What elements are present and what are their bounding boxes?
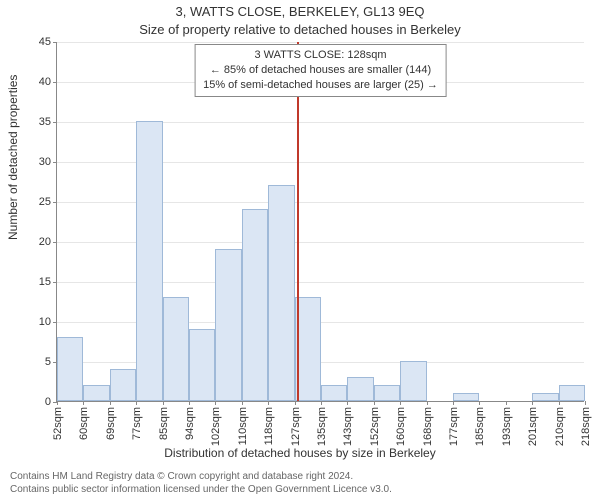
xtick-label: 127sqm bbox=[288, 407, 302, 446]
histogram-bar bbox=[110, 369, 136, 401]
xtick-label: 160sqm bbox=[393, 407, 407, 446]
xtick-mark bbox=[189, 401, 190, 405]
histogram-bar bbox=[321, 385, 347, 401]
annotation-line-1: 3 WATTS CLOSE: 128sqm bbox=[203, 48, 438, 63]
xtick-mark bbox=[321, 401, 322, 405]
xtick-mark bbox=[110, 401, 111, 405]
ytick-label: 40 bbox=[39, 76, 57, 88]
xtick-mark bbox=[295, 401, 296, 405]
xtick-mark bbox=[136, 401, 137, 405]
chart-title-main: 3, WATTS CLOSE, BERKELEY, GL13 9EQ bbox=[0, 4, 600, 19]
xtick-mark bbox=[532, 401, 533, 405]
xtick-mark bbox=[506, 401, 507, 405]
histogram-bar bbox=[215, 249, 241, 401]
xtick-label: 193sqm bbox=[499, 407, 513, 446]
histogram-bar bbox=[163, 297, 189, 401]
histogram-bar bbox=[453, 393, 479, 401]
annotation-box: 3 WATTS CLOSE: 128sqm ← 85% of detached … bbox=[194, 44, 447, 97]
xtick-mark bbox=[347, 401, 348, 405]
ytick-label: 35 bbox=[39, 116, 57, 128]
plot-area: 05101520253035404552sqm60sqm69sqm77sqm85… bbox=[56, 42, 584, 402]
xtick-mark bbox=[559, 401, 560, 405]
xtick-label: 177sqm bbox=[446, 407, 460, 446]
xtick-label: 60sqm bbox=[76, 407, 90, 440]
xtick-mark bbox=[400, 401, 401, 405]
xtick-mark bbox=[374, 401, 375, 405]
xtick-mark bbox=[268, 401, 269, 405]
ytick-label: 45 bbox=[39, 36, 57, 48]
xtick-mark bbox=[163, 401, 164, 405]
histogram-bar bbox=[242, 209, 268, 401]
annotation-line-2: ← 85% of detached houses are smaller (14… bbox=[203, 63, 438, 78]
xtick-mark bbox=[83, 401, 84, 405]
ytick-label: 10 bbox=[39, 316, 57, 328]
histogram-bar bbox=[532, 393, 558, 401]
footer-line-1: Contains HM Land Registry data © Crown c… bbox=[10, 471, 392, 484]
histogram-bar bbox=[83, 385, 109, 401]
xtick-label: 52sqm bbox=[50, 407, 64, 440]
xtick-mark bbox=[453, 401, 454, 405]
xtick-mark bbox=[427, 401, 428, 405]
xtick-mark bbox=[479, 401, 480, 405]
xtick-mark bbox=[57, 401, 58, 405]
chart-title-sub: Size of property relative to detached ho… bbox=[0, 22, 600, 37]
xtick-label: 143sqm bbox=[340, 407, 354, 446]
xtick-label: 185sqm bbox=[472, 407, 486, 446]
xtick-label: 102sqm bbox=[208, 407, 222, 446]
xtick-label: 135sqm bbox=[314, 407, 328, 446]
footer-line-2: Contains public sector information licen… bbox=[10, 484, 392, 497]
xtick-mark bbox=[242, 401, 243, 405]
ytick-label: 5 bbox=[45, 356, 57, 368]
xtick-label: 152sqm bbox=[367, 407, 381, 446]
xtick-label: 210sqm bbox=[552, 407, 566, 446]
annotation-line-3: 15% of semi-detached houses are larger (… bbox=[203, 78, 438, 93]
ytick-label: 25 bbox=[39, 196, 57, 208]
grid-line bbox=[57, 42, 584, 43]
histogram-bar bbox=[57, 337, 83, 401]
xtick-label: 110sqm bbox=[235, 407, 249, 445]
xtick-label: 85sqm bbox=[156, 407, 170, 440]
histogram-bar bbox=[268, 185, 294, 401]
xtick-label: 69sqm bbox=[103, 407, 117, 440]
histogram-bar bbox=[347, 377, 373, 401]
xtick-label: 168sqm bbox=[420, 407, 434, 446]
xtick-mark bbox=[585, 401, 586, 405]
xtick-label: 77sqm bbox=[129, 407, 143, 440]
histogram-bar bbox=[559, 385, 585, 401]
x-axis-label: Distribution of detached houses by size … bbox=[0, 446, 600, 460]
footer: Contains HM Land Registry data © Crown c… bbox=[10, 471, 392, 496]
page-root: 3, WATTS CLOSE, BERKELEY, GL13 9EQ Size … bbox=[0, 0, 600, 500]
histogram-bar bbox=[189, 329, 215, 401]
histogram-bar bbox=[400, 361, 426, 401]
ytick-label: 15 bbox=[39, 276, 57, 288]
ytick-label: 20 bbox=[39, 236, 57, 248]
histogram-bar bbox=[374, 385, 400, 401]
xtick-mark bbox=[215, 401, 216, 405]
ytick-label: 30 bbox=[39, 156, 57, 168]
xtick-label: 94sqm bbox=[182, 407, 196, 440]
xtick-label: 118sqm bbox=[261, 407, 275, 445]
xtick-label: 218sqm bbox=[578, 407, 592, 446]
xtick-label: 201sqm bbox=[525, 407, 539, 446]
y-axis-label: Number of detached properties bbox=[6, 75, 20, 240]
histogram-bar bbox=[136, 121, 162, 401]
